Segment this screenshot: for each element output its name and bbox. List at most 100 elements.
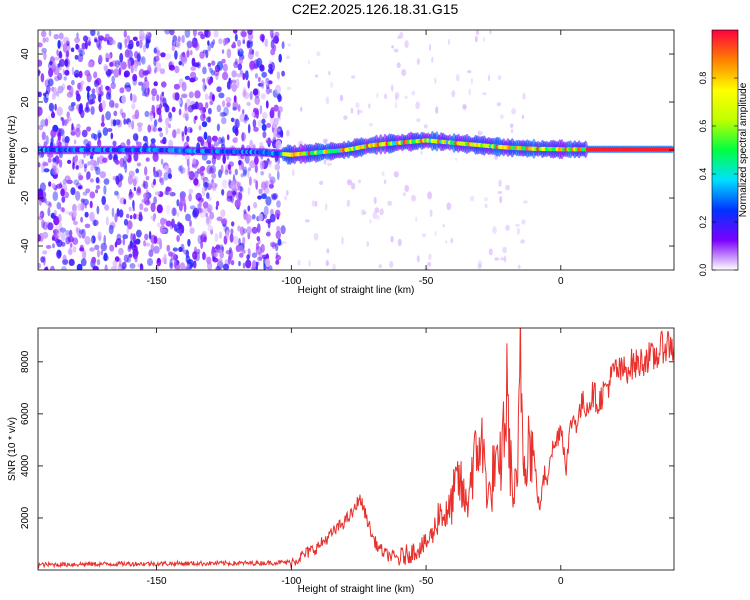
snr-y-label: SNR (10 * v/v)	[7, 417, 18, 481]
spectrogram-noise-cell	[103, 234, 106, 245]
spectrogram-noise-cell	[172, 247, 178, 252]
spectrogram-noise-cell	[249, 160, 256, 169]
spectrogram-noise-cell	[276, 116, 282, 121]
spectrogram-noise-cell	[264, 38, 269, 48]
spectrogram-noise-cell	[204, 93, 209, 101]
spectrogram-noise-cell	[132, 178, 137, 187]
spectrogram-noise-cell	[128, 194, 133, 200]
spectrogram-noise-cell	[107, 53, 112, 60]
spectrogram-noise-cell	[148, 230, 152, 240]
spectrogram-noise-cell	[188, 188, 194, 194]
spectrogram-noise-cell	[206, 160, 212, 165]
spectrogram-noise-cell	[187, 165, 191, 175]
spectrogram-noise-cell	[61, 196, 66, 203]
spectrogram-noise-cell	[275, 230, 281, 240]
spectrogram-noise-cell	[53, 33, 60, 40]
spectrogram-noise-cell	[234, 199, 241, 208]
spectrogram-noise-cell	[91, 256, 97, 264]
spectrogram-noise-cell	[260, 243, 265, 253]
spectrogram-noise-cell	[111, 75, 115, 84]
spectrogram-noise-cell	[255, 242, 259, 250]
spectrogram-x-ticks: -150 -100 -50 0	[147, 30, 564, 287]
spectrogram-noise-cell	[106, 39, 110, 45]
spectrogram-noise-cell	[38, 124, 44, 131]
spectrogram-noise-cell	[152, 126, 157, 133]
spectrogram-noise-cell	[462, 104, 467, 110]
spectrogram-noise-cell	[90, 237, 94, 245]
spectrogram-noise-cell	[206, 116, 211, 123]
spectrogram-noise-cell	[275, 139, 282, 150]
spectrogram-noise-cell	[522, 93, 526, 100]
spectrogram-noise-cell	[145, 157, 150, 162]
spectrogram-noise-cell	[199, 136, 204, 142]
spectrogram-noise-cell	[82, 191, 88, 196]
spectrogram-noise-cell	[52, 191, 59, 202]
spectrogram-noise-cell	[56, 202, 62, 210]
spectrogram-noise-cell	[102, 127, 109, 136]
spectrogram-noise-cell	[104, 264, 108, 270]
spectrogram-noise-cell	[181, 224, 185, 234]
spectrogram-noise-cell	[428, 253, 432, 261]
spectrogram-noise-cell	[218, 136, 222, 145]
spectrogram-noise-cell	[249, 60, 256, 70]
spectrogram-noise-cell	[166, 244, 171, 252]
spectrogram-noise-cell	[355, 102, 360, 109]
spectrogram-noise-cell	[134, 109, 140, 120]
spectrogram-noise-cell	[104, 204, 110, 211]
spectrogram-noise-cell	[64, 59, 69, 65]
spectrogram-noise-cell	[374, 207, 380, 214]
spectrogram-noise-cell	[434, 230, 437, 236]
spectrogram-noise-cell	[144, 76, 148, 82]
spectrogram-noise-cell	[186, 158, 190, 167]
spectrogram-noise-cell	[358, 179, 361, 184]
spectrogram-noise-cell	[114, 59, 120, 69]
spectrogram-noise-cell	[488, 248, 493, 256]
spectrogram-noise-cell	[202, 251, 206, 261]
spectrogram-noise-cell	[227, 164, 232, 171]
spectrogram-noise-cell	[323, 159, 327, 165]
spectrogram-noise-cell	[259, 105, 263, 115]
spectrogram-noise-cell	[109, 61, 114, 67]
spectrogram-noise-cell	[96, 205, 100, 215]
spectrogram-noise-cell	[118, 209, 124, 218]
spectrogram-noise-cell	[106, 72, 111, 78]
spectrogram-noise-cell	[40, 73, 45, 83]
spectrogram-noise-cell	[123, 254, 129, 263]
spectrogram-noise-cell	[134, 255, 138, 263]
spectrogram-noise-cell	[192, 209, 197, 218]
spectrogram-noise-cell	[150, 243, 155, 252]
spectrogram-noise-cell	[40, 119, 46, 127]
snr-background	[38, 328, 674, 570]
spectrogram-noise-cell	[494, 257, 500, 261]
spectrogram-noise-cell	[38, 162, 41, 168]
spectrogram-noise-cell	[45, 36, 49, 43]
spectrogram-noise-cell	[233, 61, 239, 69]
spectrogram-noise-cell	[114, 190, 119, 196]
spectrogram-noise-cell	[470, 195, 475, 202]
spectrogram-noise-cell	[237, 39, 242, 47]
spectrogram-noise-cell	[119, 174, 124, 181]
spectrogram-noise-cell	[256, 236, 261, 242]
spectrogram-noise-cell	[182, 51, 186, 58]
spectrogram-noise-cell	[178, 108, 182, 116]
spectrogram-noise-cell	[103, 252, 108, 261]
spectrogram-noise-cell	[141, 56, 146, 65]
spectrogram-noise-cell	[72, 156, 76, 166]
spectrogram-noise-cell	[136, 122, 143, 127]
spectrogram-noise-cell	[207, 204, 213, 214]
spectrogram-noise-cell	[286, 189, 289, 196]
spectrogram-noise-cell	[190, 66, 196, 71]
spectrogram-noise-cell	[171, 207, 177, 217]
spectrogram-noise-cell	[84, 211, 89, 218]
spectrogram-noise-cell	[213, 69, 220, 77]
spectrogram-noise-cell	[218, 92, 225, 99]
spectrogram-noise-cell	[57, 72, 63, 81]
spectrogram-noise-cell	[114, 213, 118, 223]
spectrogram-noise-cell	[48, 181, 52, 187]
spectrogram-noise-cell	[127, 175, 133, 185]
spectrogram-noise-cell	[84, 236, 91, 245]
spectrogram-noise-cell	[74, 37, 81, 43]
colorbar-tick-label: 0.0	[698, 264, 708, 277]
spectrogram-noise-cell	[90, 159, 95, 166]
spectrogram-noise-cell	[98, 86, 101, 93]
